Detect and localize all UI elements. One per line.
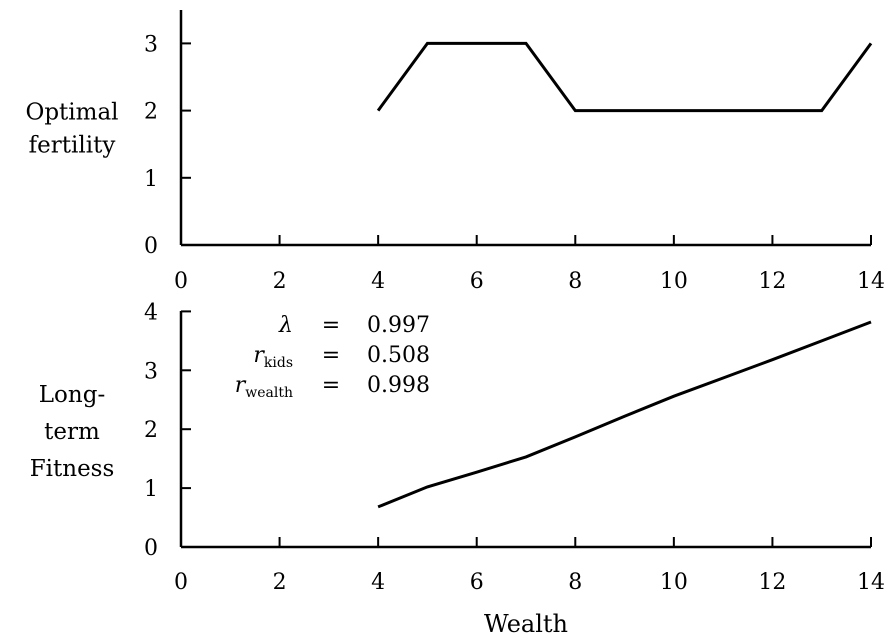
x-tick-label: 0 [174, 570, 188, 595]
x-tick-label: 14 [857, 269, 885, 294]
x-tick-label: 2 [273, 570, 287, 595]
x-tick-label: 6 [470, 570, 484, 595]
y-axis-label: Long- [39, 382, 105, 408]
annotation-label: λ [278, 313, 293, 338]
y-tick-label: 0 [144, 536, 158, 561]
annotation-value: 0.508 [367, 343, 430, 368]
y-tick-label: 3 [144, 32, 158, 57]
x-tick-label: 12 [758, 269, 786, 294]
annotation-value: 0.998 [367, 373, 430, 398]
y-tick-label: 3 [144, 359, 158, 384]
annotation-symbol: r [253, 343, 265, 368]
x-tick-label: 8 [568, 570, 582, 595]
series-line [376, 41, 873, 113]
y-tick-label: 2 [144, 100, 158, 125]
y-axis-label: Optimal [25, 100, 118, 126]
y-axis-label: term [44, 419, 100, 445]
y-tick-label: 0 [144, 234, 158, 259]
x-tick-label: 6 [470, 269, 484, 294]
annotation-label: rkids [253, 343, 293, 371]
annotation-subscript: kids [264, 355, 293, 371]
x-tick-label: 10 [660, 269, 688, 294]
x-tick-label: 0 [174, 269, 188, 294]
annotation-equals: = [322, 373, 340, 398]
annotation-value: 0.997 [367, 313, 430, 338]
x-axis-label: Wealth [484, 610, 568, 638]
y-tick-label: 1 [144, 167, 158, 192]
annotation-subscript: wealth [245, 385, 293, 401]
annotation-symbol: r [235, 373, 247, 398]
x-tick-label: 4 [371, 570, 385, 595]
annotation-equals: = [322, 313, 340, 338]
x-tick-label: 14 [857, 570, 885, 595]
y-tick-label: 4 [144, 300, 158, 325]
x-tick-label: 4 [371, 269, 385, 294]
y-tick-label: 1 [144, 477, 158, 502]
annotation-equals: = [322, 343, 340, 368]
annotation-label: rwealth [235, 373, 293, 401]
x-tick-label: 10 [660, 570, 688, 595]
y-axis-label: Fitness [30, 456, 115, 482]
series-line [377, 320, 872, 509]
x-tick-label: 8 [568, 269, 582, 294]
y-tick-label: 2 [144, 418, 158, 443]
x-tick-label: 2 [273, 269, 287, 294]
y-axis-label: fertility [29, 133, 116, 159]
x-tick-label: 12 [758, 570, 786, 595]
